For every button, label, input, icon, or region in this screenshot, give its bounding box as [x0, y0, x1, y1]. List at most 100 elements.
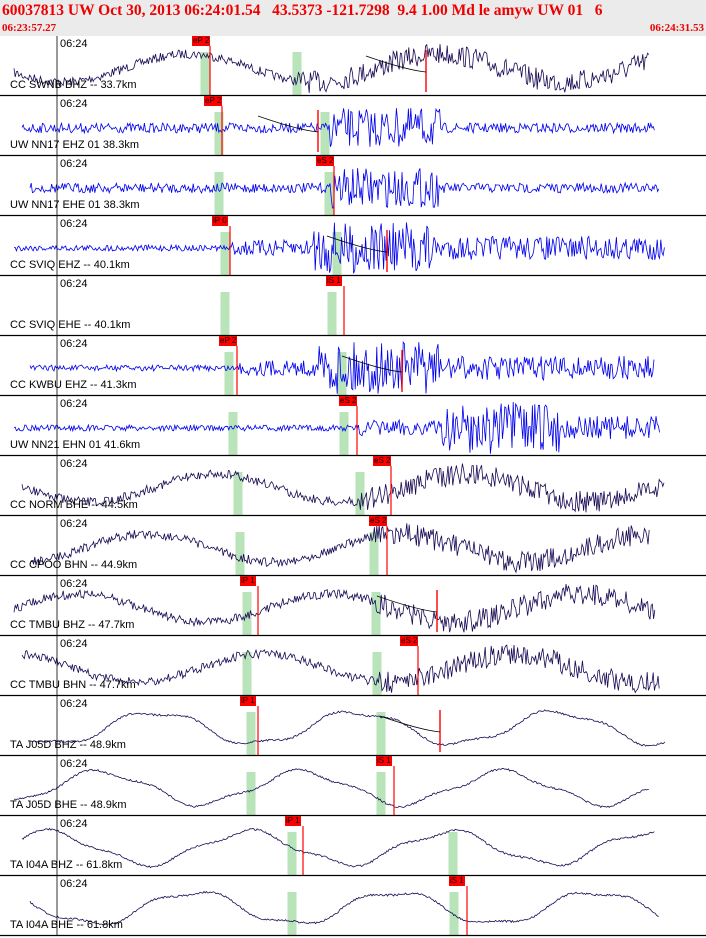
phase-pick-flag[interactable]: eP 2 [204, 96, 223, 106]
station-channel-label: UW NN17 EHE 01 38.3km [10, 199, 140, 211]
trace-row[interactable]: 06:24 UW NN21 EHN 01 41.6km eS 2 [0, 396, 706, 456]
p-window-band [242, 592, 252, 636]
waveform-trace [21, 827, 655, 869]
time-tick-label: 06:24 [60, 398, 88, 410]
waveform-trace [29, 523, 650, 574]
time-tick-label: 06:24 [60, 638, 88, 650]
s-window-band [371, 592, 381, 636]
time-tick-label: 06:24 [60, 338, 88, 350]
time-tick-label: 06:24 [60, 758, 88, 770]
trace-row[interactable]: 06:24 CC TMBU BHN -- 47.7km eS 2 [0, 636, 706, 696]
trace-row[interactable]: 06:24 CC CPOO BHN -- 44.9km eS 2 [0, 516, 706, 576]
phase-pick-flag[interactable]: eS 2 [400, 636, 419, 646]
p-window-band [246, 712, 256, 756]
phase-pick-flag[interactable]: iP 1 [285, 816, 301, 826]
s-window-band [369, 532, 379, 576]
trace-row[interactable]: 06:24 CC SVIQ EHE -- 40.1km iS 1 [0, 276, 706, 336]
station-channel-label: CC SVIQ EHZ -- 40.1km [10, 259, 130, 271]
s-window-band [339, 412, 349, 456]
p-window-band [214, 172, 224, 216]
time-tick-label: 06:24 [60, 98, 88, 110]
trace-row[interactable]: 06:24 CC TMBU BHZ -- 47.7km iP 1 [0, 576, 706, 636]
p-window-band [287, 892, 297, 936]
trace-row[interactable]: 06:24 CC SVIQ EHZ -- 40.1km iP 0 [0, 216, 706, 276]
trace-labels-layer: 06:24 CC SWNB BHZ -- 33.7km eP 2 06:24 UW NN… [0, 36, 706, 938]
station-channel-label: CC SWNB BHZ -- 33.7km [10, 79, 137, 91]
time-tick-label: 06:24 [60, 818, 88, 830]
phase-pick-flag[interactable]: iS 1 [376, 756, 392, 766]
s-window-band [324, 172, 334, 216]
time-tick-label: 06:24 [60, 218, 88, 230]
station-channel-label: TA I04A BHZ -- 61.8km [10, 859, 123, 871]
phase-pick-flag[interactable]: eP 2 [192, 36, 211, 46]
trace-row[interactable]: 06:24 TA J05D BHZ -- 48.9km iP 1 [0, 696, 706, 756]
phase-pick-flag[interactable]: eS 2 [373, 456, 392, 466]
time-tick-label: 06:24 [60, 458, 88, 470]
phase-pick-flag[interactable]: iP 0 [212, 216, 228, 226]
station-channel-label: TA I04A BHE -- 61.8km [10, 919, 123, 931]
s-window-band [327, 292, 337, 336]
station-channel-label: CC KWBU EHZ -- 41.3km [10, 379, 137, 391]
trace-row[interactable]: 06:24 CC KWBU EHZ -- 41.3km eP 2 [0, 336, 706, 396]
time-tick-label: 06:24 [60, 518, 88, 530]
waveform-trace [21, 107, 655, 147]
time-tick-label: 06:24 [60, 158, 88, 170]
waveform-trace [21, 463, 665, 513]
station-channel-label: UW NN17 EHZ 01 38.3km [10, 139, 139, 151]
p-window-band [287, 832, 297, 876]
p-window-band [220, 292, 230, 336]
trace-row[interactable]: 06:24 UW NN17 EHE 01 38.3km eS 2 [0, 156, 706, 216]
phase-pick-flag[interactable]: iP 1 [240, 576, 256, 586]
p-window-band [224, 352, 234, 396]
station-channel-label: TA J05D BHZ -- 48.9km [10, 739, 126, 751]
p-window-band [200, 52, 210, 96]
time-tick-label: 06:24 [60, 278, 88, 290]
p-window-band [242, 652, 252, 696]
phase-pick-flag[interactable]: eS 2 [316, 156, 335, 166]
station-channel-label: CC SVIQ EHE -- 40.1km [10, 319, 131, 331]
coda-decay-curve [376, 595, 438, 613]
s-window-band [376, 712, 386, 756]
trace-row[interactable]: 06:24 CC NORM BHE -- 44.5km eS 2 [0, 456, 706, 516]
station-channel-label: CC NORM BHE -- 44.5km [10, 499, 138, 511]
event-title: 60037813 UW Oct 30, 2013 06:24:01.54 43.… [2, 2, 603, 19]
station-channel-label: CC CPOO BHN -- 44.9km [10, 559, 138, 571]
station-channel-label: UW NN21 EHN 01 41.6km [10, 439, 141, 451]
phase-pick-flag[interactable]: eS 2 [369, 516, 388, 526]
phase-pick-flag[interactable]: iP 1 [240, 696, 256, 706]
time-tick-label: 06:24 [60, 698, 88, 710]
s-window-band [372, 652, 382, 696]
phase-pick-flag[interactable]: eP 2 [219, 336, 238, 346]
station-channel-label: CC TMBU BHN -- 47.7km [10, 679, 136, 691]
coda-decay-curve [341, 355, 403, 373]
s-window-band [448, 832, 458, 876]
trace-row[interactable]: 06:24 UW NN17 EHZ 01 38.3km eP 2 [0, 96, 706, 156]
coda-decay-curve [365, 55, 427, 73]
waveform-trace [29, 341, 655, 394]
coda-decay-curve [379, 715, 441, 733]
phase-pick-flag[interactable]: iS 1 [449, 876, 465, 886]
time-tick-label: 06:24 [60, 878, 88, 890]
coda-decay-curve [257, 115, 319, 133]
waveform-trace [13, 43, 650, 93]
waveform-trace [29, 890, 659, 926]
waveform-trace [13, 767, 649, 809]
waveform-trace [21, 644, 660, 694]
header-bar: 60037813 UW Oct 30, 2013 06:24:01.54 43.… [0, 0, 706, 36]
window-end-time: 06:24:31.53 [649, 22, 704, 34]
station-channel-label: CC TMBU BHZ -- 47.7km [10, 619, 135, 631]
waveform-trace [13, 401, 660, 454]
phase-pick-flag[interactable]: eS 2 [339, 396, 358, 406]
p-window-band [246, 772, 256, 816]
trace-row[interactable]: 06:24 TA J05D BHE -- 48.9km iS 1 [0, 756, 706, 816]
s-window-band [337, 352, 347, 396]
trace-row[interactable]: 06:24 TA I04A BHZ -- 61.8km iP 1 [0, 816, 706, 876]
trace-row[interactable]: 06:24 TA I04A BHE -- 61.8km iS 1 [0, 876, 706, 936]
s-window-band [355, 472, 365, 516]
p-window-band [214, 112, 224, 156]
trace-row[interactable]: 06:24 CC SWNB BHZ -- 33.7km eP 2 [0, 36, 706, 96]
seismogram-plot[interactable] [0, 36, 706, 938]
phase-pick-flag[interactable]: iS 1 [326, 276, 342, 286]
coda-decay-curve [326, 235, 388, 253]
p-window-band [220, 232, 230, 276]
